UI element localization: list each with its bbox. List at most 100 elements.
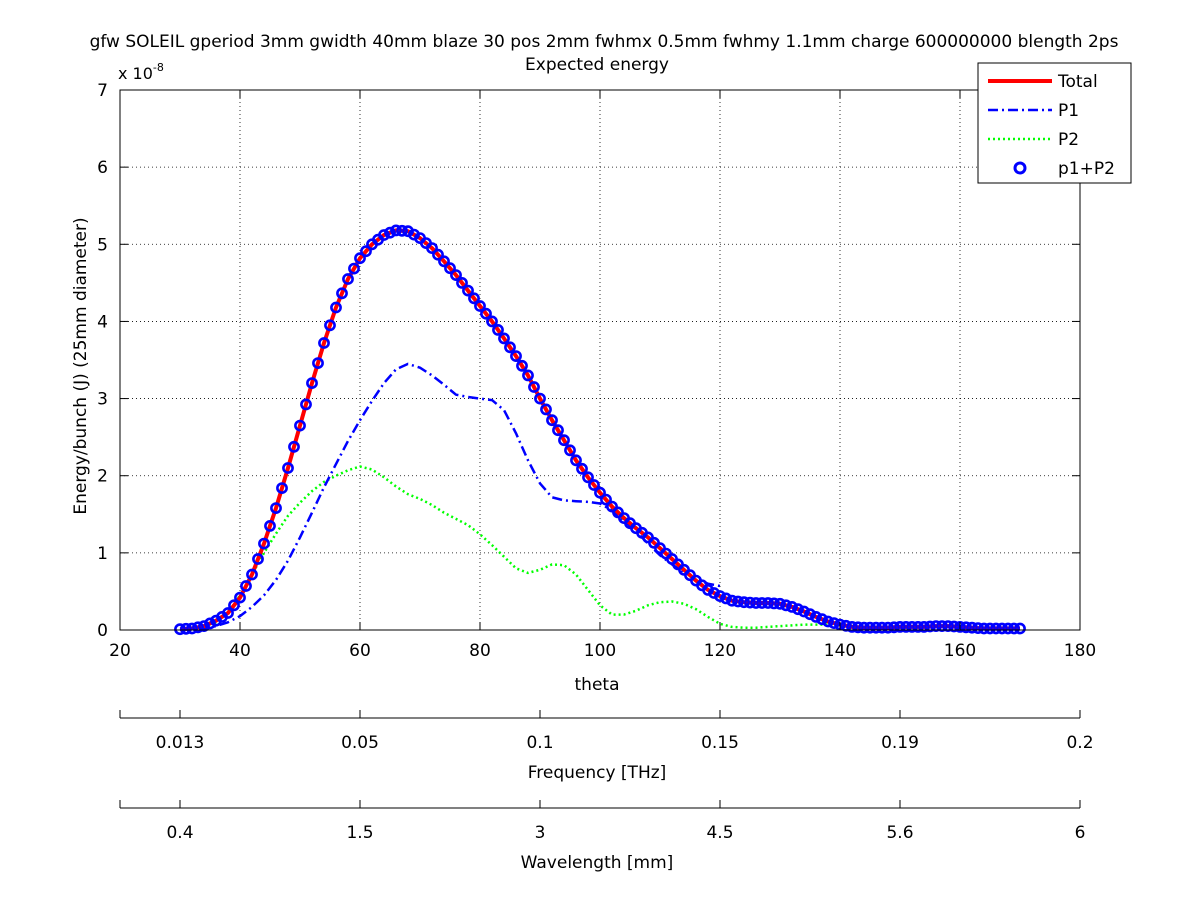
- marker-point: [558, 434, 570, 447]
- marker-point: [534, 392, 546, 405]
- marker-point: [480, 307, 492, 320]
- marker-point: [276, 482, 288, 494]
- secondary-axis-tick-label: 6: [1075, 823, 1086, 843]
- secondary-axis-tick-label: 0.19: [881, 733, 919, 753]
- marker-point: [960, 621, 972, 634]
- secondary-axis-label: Frequency [THz]: [528, 763, 667, 783]
- marker-point: [564, 444, 576, 457]
- x-tick-label: 60: [349, 641, 371, 661]
- grid-lines: [120, 90, 1080, 630]
- marker-point: [786, 601, 798, 613]
- marker-point: [468, 292, 480, 305]
- marker-point: [186, 622, 198, 635]
- marker-point: [858, 621, 870, 634]
- secondary-axis-tick-label: 5.6: [886, 823, 913, 843]
- marker-point: [894, 621, 906, 633]
- marker-point: [432, 248, 444, 261]
- marker-point: [528, 381, 540, 393]
- chart-subtitle: Expected energy: [525, 55, 669, 75]
- marker-point: [846, 621, 858, 633]
- marker-point: [996, 622, 1008, 635]
- marker-point: [354, 252, 366, 265]
- marker-point: [966, 621, 978, 634]
- marker-point: [174, 623, 186, 636]
- x-axis-ticks: 20 40 60 80 100 120 140 160 180: [109, 90, 1096, 661]
- y-tick-label: 6: [97, 158, 108, 178]
- x-tick-label: 160: [944, 641, 976, 661]
- marker-point: [1014, 622, 1026, 635]
- secondary-axes: 0.013 0.05 0.1 0.15 0.19 0.2 Frequency [THz] 0.…: [119, 710, 1094, 873]
- marker-point: [246, 568, 258, 581]
- marker-point: [552, 424, 564, 437]
- marker-point: [906, 621, 918, 633]
- y-exponent-base: x 10: [118, 64, 153, 83]
- series-layer: [174, 224, 1026, 636]
- marker-point: [546, 414, 558, 427]
- marker-point: [582, 471, 594, 484]
- series-line-p1: [179, 362, 721, 632]
- marker-point: [360, 245, 372, 258]
- chart-legend: Total P1 P2 p1+P2: [977, 62, 1132, 184]
- marker-point: [792, 603, 804, 616]
- marker-point: [774, 597, 786, 610]
- marker-point: [1008, 622, 1020, 635]
- x-axis-label: theta: [575, 675, 620, 695]
- y-tick-label: 5: [97, 235, 108, 255]
- marker-point: [336, 287, 348, 300]
- legend-label-p2: P2: [1058, 130, 1079, 150]
- chart-title: gfw SOLEIL gperiod 3mm gwidth 40mm blaze…: [90, 32, 1119, 52]
- marker-point: [462, 284, 474, 297]
- marker-point: [192, 621, 204, 634]
- marker-point: [768, 597, 780, 610]
- secondary-axis-tick-label: 3: [535, 823, 546, 843]
- secondary-axis-tick-label: 0.15: [701, 733, 739, 753]
- marker-point: [930, 620, 942, 632]
- marker-point: [288, 440, 300, 453]
- y-tick-label: 0: [97, 621, 108, 641]
- y-tick-label: 1: [97, 544, 108, 564]
- marker-point: [474, 300, 486, 312]
- marker-point: [522, 369, 534, 382]
- marker-point: [852, 621, 864, 634]
- marker-point: [828, 617, 840, 629]
- marker-point: [726, 594, 738, 607]
- x-tick-label: 180: [1064, 641, 1096, 661]
- marker-point: [342, 273, 354, 285]
- secondary-axis-tick-label: 0.4: [166, 823, 193, 843]
- marker-point: [702, 584, 714, 596]
- marker-point: [510, 350, 522, 362]
- marker-point: [444, 262, 456, 275]
- marker-point: [486, 315, 498, 328]
- marker-point: [912, 621, 924, 633]
- marker-point: [600, 493, 612, 506]
- marker-point: [900, 621, 912, 633]
- marker-point: [594, 486, 606, 499]
- marker-point: [810, 611, 822, 623]
- marker-point: [318, 337, 330, 349]
- legend-label-markers: p1+P2: [1058, 159, 1115, 179]
- marker-point: [540, 403, 552, 416]
- y-tick-label: 4: [97, 312, 108, 332]
- marker-point: [390, 224, 402, 237]
- marker-point: [282, 462, 294, 474]
- marker-point: [984, 622, 996, 635]
- y-tick-label: 2: [97, 467, 108, 487]
- marker-point: [330, 301, 342, 314]
- x-tick-label: 120: [704, 641, 736, 661]
- marker-point: [888, 621, 900, 634]
- marker-point: [498, 332, 510, 345]
- series-markers-p1-p2: [174, 224, 1026, 636]
- x-tick-label: 20: [109, 641, 131, 661]
- marker-point: [378, 229, 390, 241]
- marker-point: [936, 620, 948, 632]
- marker-point: [972, 622, 984, 634]
- marker-point: [924, 620, 936, 633]
- y-exponent-label: x 10-8: [118, 61, 164, 83]
- secondary-axis-tick-label: 0.2: [1066, 733, 1093, 753]
- marker-point: [708, 587, 720, 599]
- legend-label-p1: P1: [1058, 101, 1079, 121]
- marker-point: [450, 269, 462, 281]
- y-tick-label: 3: [97, 390, 108, 410]
- marker-point: [312, 357, 324, 369]
